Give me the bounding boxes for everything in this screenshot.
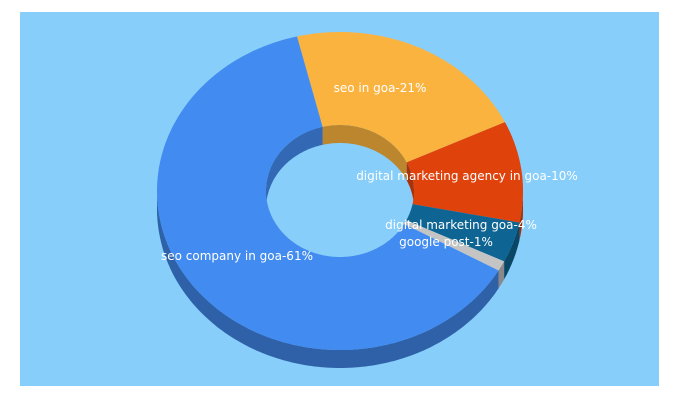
slice-label-digital-marketing-agency: digital marketing agency in goa-10% — [356, 169, 578, 183]
slice-seo-in-goa-21 — [297, 32, 505, 163]
slice-digital-marketing-goa-4 — [406, 204, 520, 262]
outer-wall-google-post-1 — [498, 261, 505, 289]
outer-wall-digital-marketing-goa-4 — [504, 222, 520, 280]
slice-digital-marketing-agency-in-goa-10 — [406, 122, 523, 223]
slice-label-google-post: google post-1% — [399, 235, 493, 249]
inner-wall-seo-in-goa-21 — [322, 125, 407, 181]
slice-label-digital-marketing-goa: digital marketing goa-4% — [385, 218, 537, 232]
slice-label-seo-in-goa: seo in goa-21% — [334, 81, 427, 95]
inner-wall-seo-company-in-goa-61 — [266, 126, 323, 209]
slice-label-seo-company-in-goa: seo company in goa-61% — [161, 249, 313, 263]
slice-seo-company-in-goa-61 — [157, 36, 499, 350]
outer-wall-digital-marketing-agency-in-goa-10 — [519, 191, 523, 241]
inner-wall-digital-marketing-agency-in-goa-10 — [406, 162, 414, 209]
slice-google-post-1 — [404, 220, 505, 271]
